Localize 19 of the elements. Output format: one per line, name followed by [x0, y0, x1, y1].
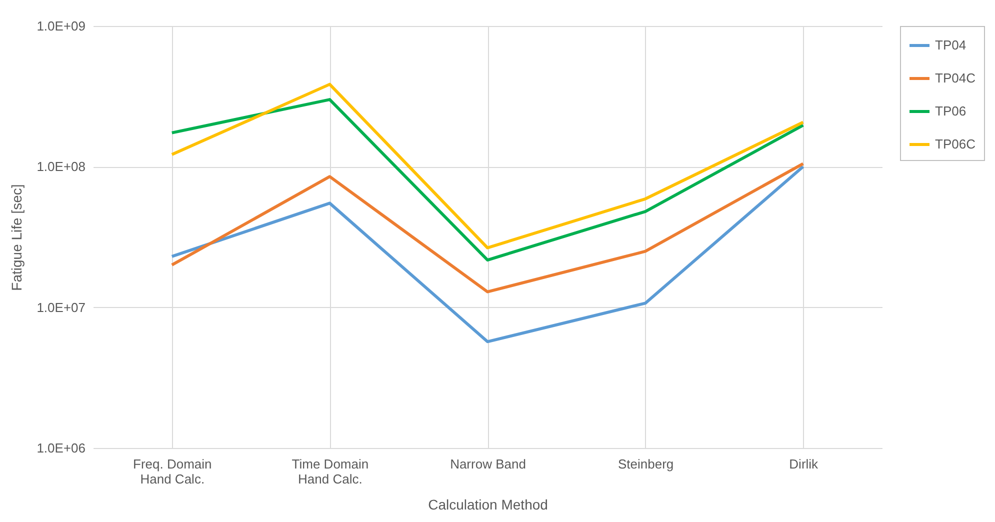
y-tick-label: 1.0E+09	[36, 18, 86, 34]
x-tick-label: Time Domain Hand Calc.	[292, 456, 369, 486]
x-tick-label: Dirlik	[789, 456, 819, 472]
line-series	[170, 162, 805, 294]
y-axis-title: Fatigue Life [sec]	[8, 184, 25, 291]
legend-label: TP04	[935, 38, 966, 52]
line-series	[170, 98, 805, 262]
legend-label: TP06C	[935, 136, 976, 152]
y-tick-label: 1.0E+07	[36, 300, 86, 315]
x-tick-label: Steinberg	[618, 456, 674, 472]
legend-label: TP04C	[935, 70, 976, 86]
x-tick-label: Freq. Domain Hand Calc.	[133, 456, 212, 486]
x-axis-title: Calculation Method	[428, 496, 548, 512]
y-tick-label: 1.0E+08	[36, 159, 86, 174]
y-tick-label: 1.0E+06	[36, 440, 86, 456]
legend-label: TP06	[935, 104, 966, 118]
line-series	[170, 165, 805, 344]
line-series	[170, 82, 805, 250]
x-tick-label: Narrow Band	[450, 456, 526, 472]
